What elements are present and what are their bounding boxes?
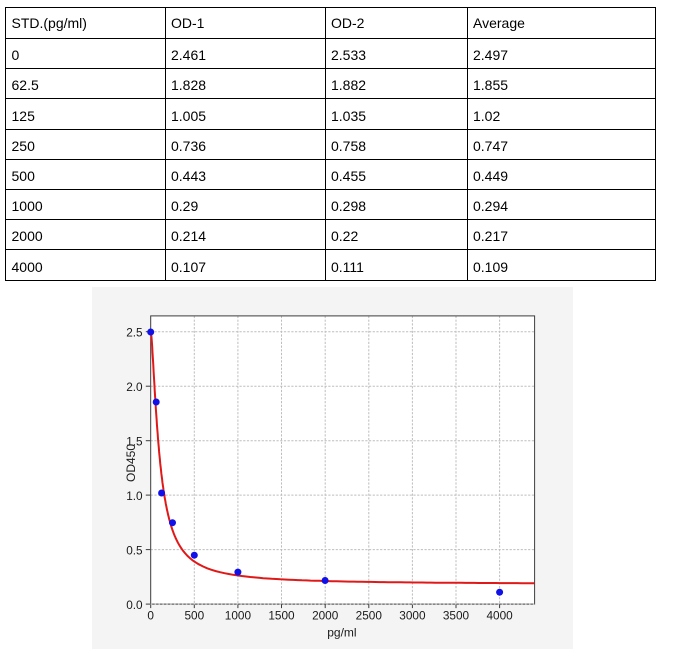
svg-text:OD450: OD450 — [124, 444, 138, 482]
svg-text:1500: 1500 — [268, 609, 295, 623]
svg-text:500: 500 — [184, 609, 204, 623]
svg-text:2500: 2500 — [356, 609, 383, 623]
svg-text:4000: 4000 — [486, 609, 513, 623]
svg-text:2.5: 2.5 — [126, 325, 143, 339]
svg-text:0.5: 0.5 — [126, 543, 143, 557]
svg-text:1000: 1000 — [225, 609, 252, 623]
svg-text:3500: 3500 — [443, 609, 470, 623]
svg-text:3000: 3000 — [399, 609, 426, 623]
svg-text:0: 0 — [147, 609, 154, 623]
svg-text:0.0: 0.0 — [126, 598, 143, 612]
svg-text:2.0: 2.0 — [126, 380, 143, 394]
svg-text:1.0: 1.0 — [126, 489, 143, 503]
svg-text:pg/ml: pg/ml — [327, 625, 356, 639]
svg-text:1.5: 1.5 — [126, 434, 143, 448]
svg-text:2000: 2000 — [312, 609, 339, 623]
